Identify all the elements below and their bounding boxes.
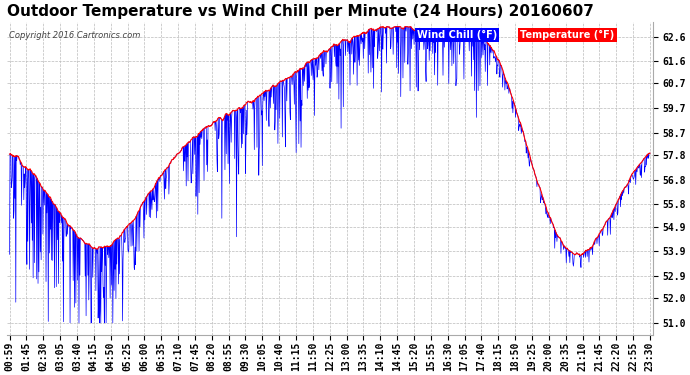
Text: Outdoor Temperature vs Wind Chill per Minute (24 Hours) 20160607: Outdoor Temperature vs Wind Chill per Mi… bbox=[8, 4, 594, 19]
Text: Copyright 2016 Cartronics.com: Copyright 2016 Cartronics.com bbox=[8, 31, 140, 40]
Text: Wind Chill (°F): Wind Chill (°F) bbox=[417, 30, 497, 40]
Text: Temperature (°F): Temperature (°F) bbox=[520, 30, 615, 40]
